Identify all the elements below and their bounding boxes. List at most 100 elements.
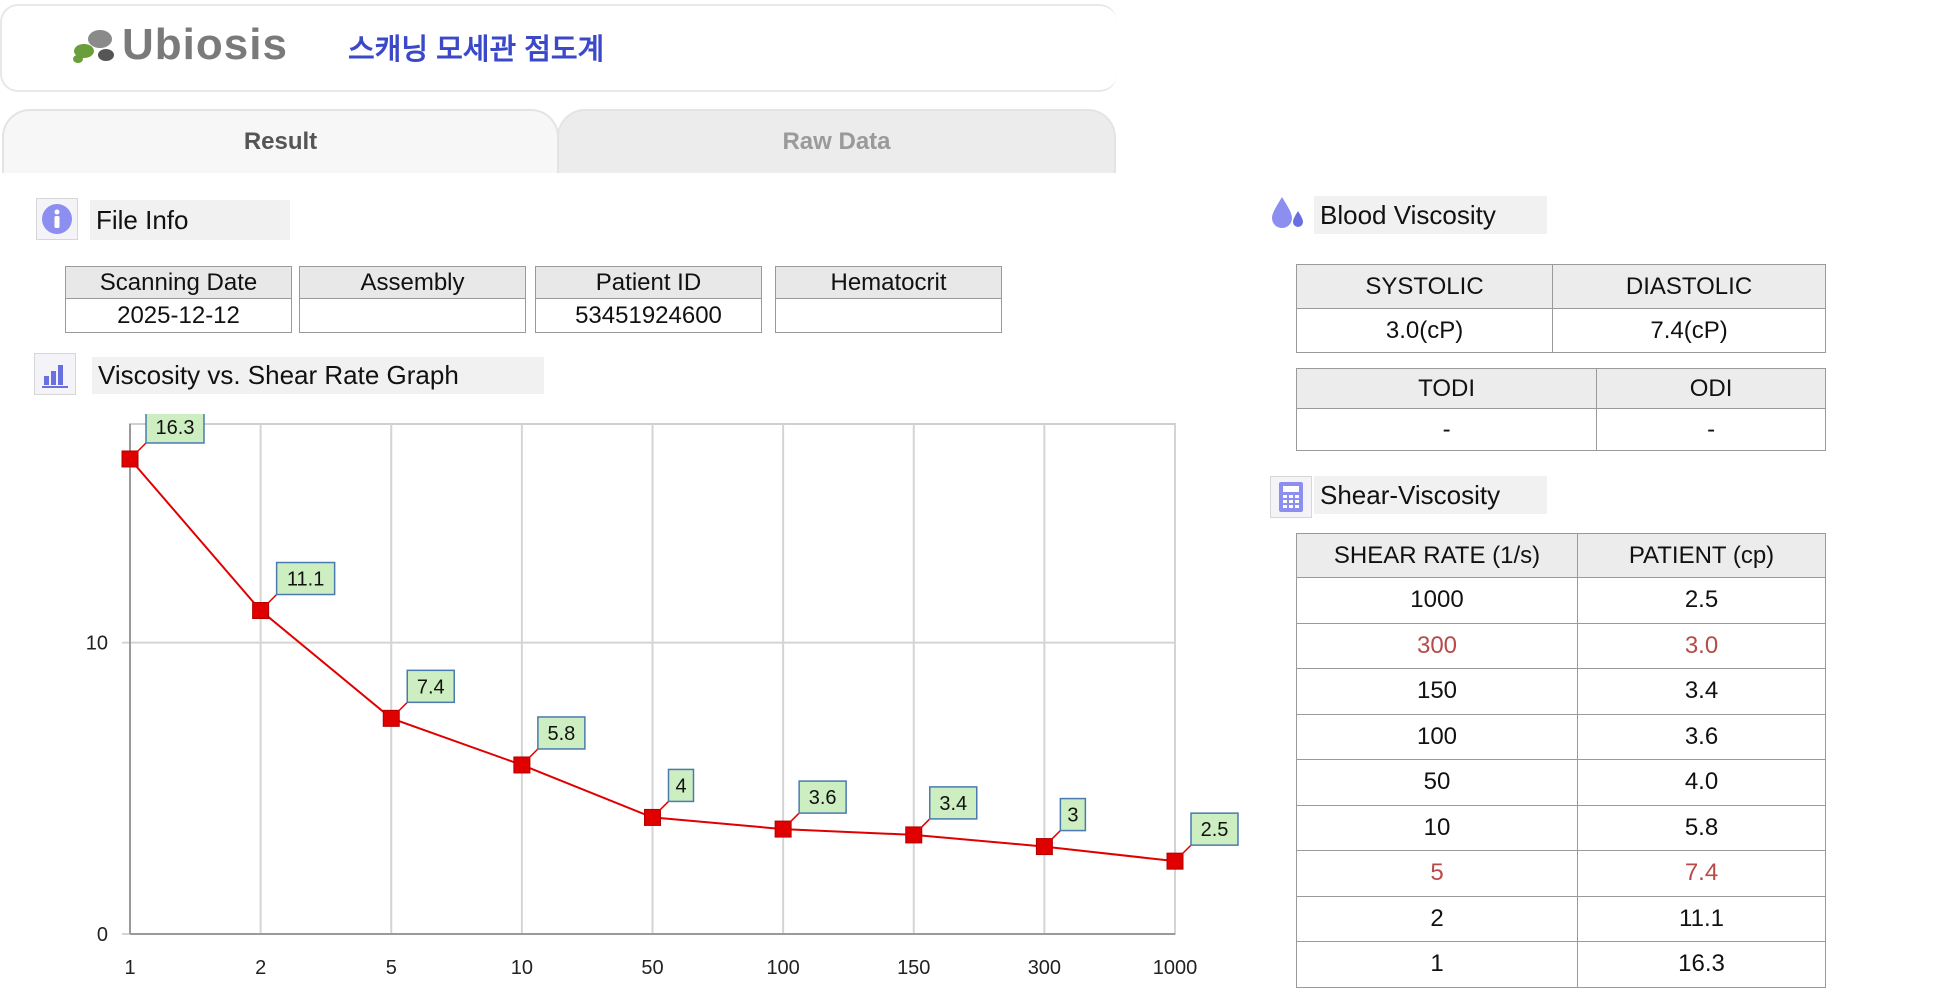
- logo-text: Ubiosis: [122, 20, 288, 69]
- table-row: 5 7.4: [1296, 850, 1826, 897]
- shear-rate-cell: 5: [1296, 850, 1578, 897]
- blood-viscosity-title: Blood Viscosity: [1314, 196, 1547, 234]
- label-leader: [1043, 830, 1061, 848]
- shear-rate-cell: 1: [1296, 941, 1578, 988]
- patient-id-label: Patient ID: [536, 267, 761, 299]
- x-tick-label: 2: [255, 957, 266, 979]
- hematocrit-box: Hematocrit: [775, 266, 1002, 333]
- scanning-date-box: Scanning Date 2025-12-12: [65, 266, 292, 333]
- data-label: 11.1: [287, 569, 324, 591]
- data-label: 2.5: [1201, 819, 1229, 841]
- app-header: [0, 4, 1117, 92]
- systolic-value: 3.0(cP): [1295, 308, 1554, 353]
- x-tick-label: 5: [386, 957, 397, 979]
- label-leader: [129, 442, 147, 460]
- x-tick-label: 100: [766, 957, 799, 979]
- data-label: 16.3: [156, 417, 195, 439]
- logo-mark-icon: [73, 30, 114, 63]
- patient-value-cell: 3.4: [1577, 668, 1826, 715]
- shear-rate-cell: 2: [1296, 895, 1578, 942]
- tab-result[interactable]: Result: [2, 109, 559, 173]
- diastolic-value: 7.4(cP): [1552, 308, 1826, 353]
- blood-drop-icon: [1268, 193, 1308, 233]
- label-leader: [651, 800, 670, 818]
- label-leader: [521, 748, 539, 766]
- tab-raw-data[interactable]: Raw Data: [557, 109, 1116, 173]
- hematocrit-value: [776, 299, 1001, 332]
- data-label-box: [275, 561, 336, 596]
- table-row: 100 3.6: [1296, 713, 1826, 760]
- shear-viscosity-title: Shear-Viscosity: [1314, 476, 1547, 514]
- patient-id-box: Patient ID 53451924600: [535, 266, 762, 333]
- ubiosis-logo: Ubiosis: [70, 20, 288, 70]
- x-tick-label: 10: [511, 957, 533, 979]
- data-label-box: [145, 414, 205, 444]
- patient-value-cell: 2.5: [1577, 577, 1826, 624]
- shear-rate-cell: 10: [1296, 804, 1578, 851]
- data-label-box: [798, 780, 847, 814]
- table-row: 2 11.1: [1296, 895, 1826, 942]
- bar-chart-icon: [34, 353, 76, 395]
- data-label-box: [1190, 812, 1239, 846]
- scanning-date-label: Scanning Date: [66, 267, 291, 299]
- x-tick-label: 150: [897, 957, 930, 979]
- x-tick-label: 1: [124, 957, 135, 979]
- data-label: 5.8: [547, 723, 575, 745]
- data-label: 3.4: [939, 793, 967, 815]
- odi-header: ODI: [1596, 368, 1826, 409]
- label-leader: [1174, 844, 1192, 862]
- data-label-box: [667, 768, 695, 803]
- patient-value-cell: 7.4: [1577, 850, 1826, 897]
- assembly-label: Assembly: [300, 267, 525, 299]
- data-label-box: [929, 786, 978, 820]
- patient-value-cell: 3.0: [1577, 622, 1826, 669]
- table-row: 50 4.0: [1296, 759, 1826, 806]
- file-info-title: File Info: [90, 200, 290, 240]
- data-label: 7.4: [417, 676, 445, 698]
- todi-header: TODI: [1295, 368, 1598, 409]
- info-icon: [36, 198, 78, 240]
- data-label-box: [406, 669, 455, 704]
- app-title: 스캐닝 모세관 점도계: [348, 34, 605, 66]
- odi-value: -: [1596, 408, 1826, 451]
- label-leader: [913, 818, 931, 836]
- blood-viscosity-table: SYSTOLIC DIASTOLIC 3.0(cP) 7.4(cP): [1295, 264, 1826, 353]
- data-label: 3: [1067, 805, 1078, 827]
- assembly-value: [300, 299, 525, 332]
- shear-rate-cell: 100: [1296, 713, 1578, 760]
- y-tick-label: 10: [86, 633, 108, 655]
- graph-title: Viscosity vs. Shear Rate Graph: [92, 357, 544, 394]
- table-row: 150 3.4: [1296, 668, 1826, 715]
- patient-header: PATIENT (cp): [1577, 533, 1826, 578]
- x-tick-label: 1000: [1153, 957, 1198, 979]
- data-label-box: [537, 716, 586, 750]
- label-leader: [390, 701, 408, 719]
- data-label: 4: [675, 775, 686, 797]
- patient-value-cell: 5.8: [1577, 804, 1826, 851]
- x-tick-label: 300: [1028, 957, 1061, 979]
- calculator-icon: [1270, 476, 1312, 518]
- label-leader: [260, 593, 278, 612]
- table-row: 10 5.8: [1296, 804, 1826, 851]
- patient-value-cell: 11.1: [1577, 895, 1826, 942]
- table-row: 1 16.3: [1296, 941, 1826, 988]
- patient-id-value: 53451924600: [536, 299, 761, 332]
- assembly-box: Assembly: [299, 266, 526, 333]
- diastolic-header: DIASTOLIC: [1552, 264, 1826, 309]
- viscosity-shear-chart: 0 10 1 2 5 10 50 100 150 300 1000 16.3 11.1 7.4 5.8 4 3.…: [86, 414, 1239, 979]
- shear-rate-cell: 150: [1296, 668, 1578, 715]
- patient-value-cell: 3.6: [1577, 713, 1826, 760]
- shear-rate-cell: 50: [1296, 759, 1578, 806]
- odi-table: TODI ODI - -: [1295, 368, 1826, 451]
- shear-rate-cell: 1000: [1296, 577, 1578, 624]
- shear-rate-cell: 300: [1296, 622, 1578, 669]
- label-leader: [782, 812, 800, 830]
- table-row: 1000 2.5: [1296, 577, 1826, 624]
- shear-viscosity-table: SHEAR RATE (1/s) PATIENT (cp) 1000 2.5 300…: [1296, 533, 1826, 988]
- scanning-date-value: 2025-12-12: [66, 299, 291, 332]
- y-tick-label: 0: [97, 924, 108, 946]
- data-label-box: [1059, 797, 1087, 832]
- hematocrit-label: Hematocrit: [776, 267, 1001, 299]
- systolic-header: SYSTOLIC: [1295, 264, 1554, 309]
- shear-rate-header: SHEAR RATE (1/s): [1296, 533, 1578, 578]
